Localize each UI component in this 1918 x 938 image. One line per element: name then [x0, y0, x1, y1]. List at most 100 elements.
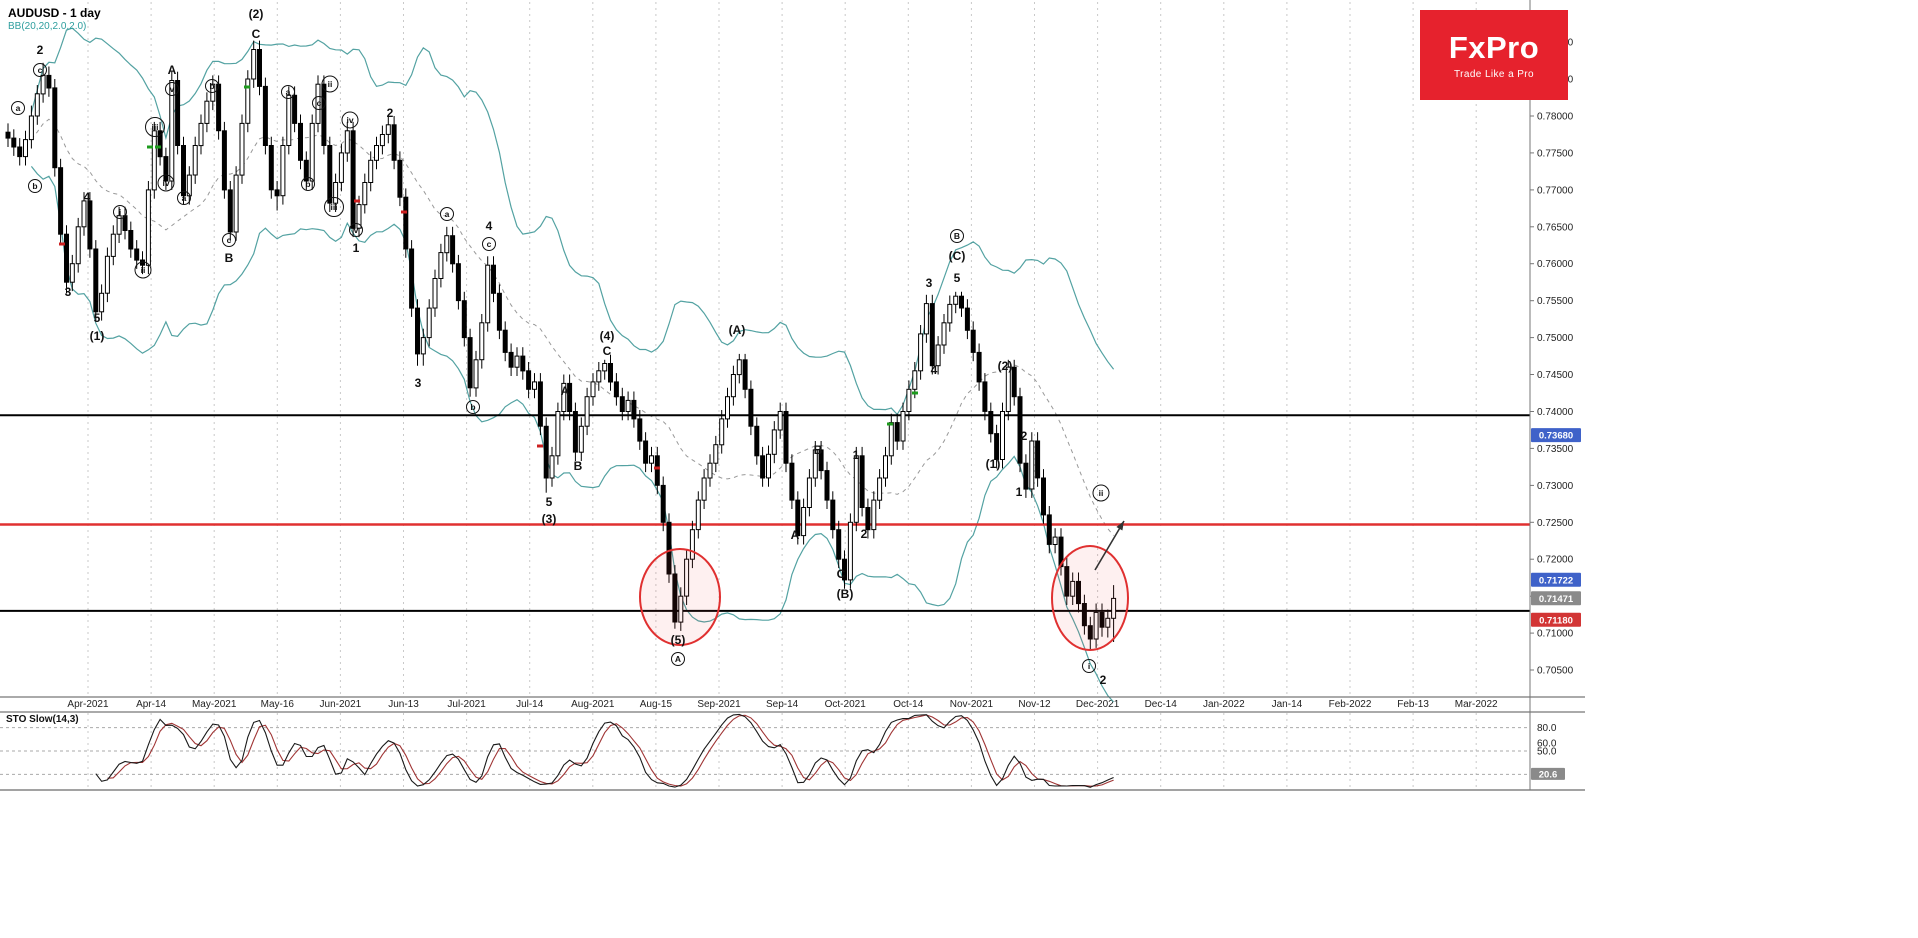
candle-body: [157, 130, 163, 158]
candle-body: [877, 477, 883, 501]
candle-body: [608, 363, 613, 383]
date-axis-label: Oct-2021: [825, 699, 867, 710]
candle-body: [994, 433, 1000, 461]
candle-body: [338, 152, 344, 183]
candle-body: [1052, 536, 1058, 545]
wave-label: i: [119, 207, 121, 217]
candle-body: [116, 215, 122, 235]
candle-body: [719, 418, 725, 446]
wave-label: B: [814, 443, 823, 457]
wave-label: 2: [1021, 429, 1028, 443]
wave-label-circle: [165, 82, 179, 96]
candle-body: [52, 87, 58, 169]
bollinger-lower-band: [30, 166, 1115, 703]
projection-arrow-head: [1116, 521, 1124, 531]
candle-body: [216, 83, 222, 132]
candle-body: [28, 115, 34, 141]
wave-label-circle: [28, 179, 42, 193]
candle-body: [491, 264, 496, 294]
candle-body: [251, 49, 257, 80]
wave-label: b: [209, 81, 214, 91]
wave-label: i: [1088, 661, 1090, 671]
trade-marker: [401, 210, 407, 214]
candle-body: [1041, 477, 1046, 516]
price-marker-box: [1531, 591, 1581, 606]
wave-label: b: [32, 181, 37, 191]
trade-marker: [654, 466, 660, 470]
candle-body: [578, 425, 584, 453]
wave-label: a: [445, 209, 450, 219]
candle-body: [929, 303, 935, 367]
wave-label: C: [603, 344, 612, 358]
candle-body: [368, 159, 374, 184]
wave-label: B: [954, 231, 960, 241]
candle-body: [151, 130, 157, 191]
candle-body: [23, 139, 28, 158]
grid-lines: Apr-2021 Apr-14 May-2021 May-16 Jun-2021 Jun-…: [67, 2, 1498, 789]
candle-body: [988, 411, 994, 435]
date-axis-label: Oct-14: [893, 699, 923, 710]
candle-body: [485, 264, 491, 324]
candle-body: [245, 78, 251, 124]
date-axis-label: Dec-14: [1145, 699, 1178, 710]
wave-label: 5: [94, 311, 101, 325]
wave-label: 3: [415, 376, 422, 390]
candle-body: [426, 307, 432, 339]
candle-body: [163, 156, 169, 182]
candle-body: [596, 370, 602, 383]
sto-k-line: [95, 713, 1114, 788]
candle-body: [520, 355, 526, 372]
candle-body: [204, 100, 210, 124]
wave-label: A: [168, 63, 177, 77]
date-axis-label: Sep-2021: [697, 699, 741, 710]
wave-label: ii: [328, 79, 333, 89]
candle-body: [93, 248, 99, 313]
wave-label: 3: [65, 285, 72, 299]
candle-body: [479, 322, 485, 361]
candle-body: [871, 499, 877, 531]
candle-body: [1087, 625, 1093, 640]
wave-label: C: [252, 27, 261, 41]
trade-marker: [537, 444, 543, 448]
wave-label-circle: [950, 229, 964, 243]
candle-body: [1081, 603, 1087, 627]
price-axis-label: 0.76000: [1537, 259, 1574, 270]
wave-label: c: [487, 239, 492, 249]
candle-body: [192, 145, 198, 176]
price-axis-label: 0.75500: [1537, 296, 1574, 307]
trade-marker: [155, 145, 161, 149]
candles: [5, 40, 1117, 650]
candle-body: [959, 295, 964, 309]
wave-label: v: [354, 225, 359, 235]
candle-body: [409, 248, 415, 309]
wave-label: iv: [162, 178, 169, 188]
candle-body: [649, 455, 654, 464]
wave-label: 4: [84, 190, 91, 204]
candle-body: [303, 159, 309, 182]
candle-body: [836, 529, 842, 560]
candle-body: [888, 422, 894, 457]
fxpro-logo-tagline: Trade Like a Pro: [1454, 69, 1534, 80]
trade-marker: [354, 199, 360, 203]
trade-marker: [912, 391, 918, 395]
candle-body: [801, 507, 807, 537]
wave-label: ii: [141, 265, 146, 275]
candle-body: [467, 337, 473, 389]
wave-label: (3): [542, 512, 557, 526]
candle-body: [847, 521, 853, 581]
fxpro-logo-name: FxPro: [1448, 30, 1540, 65]
price-axis-label: 0.74000: [1537, 407, 1574, 418]
wave-label-circle: [1092, 484, 1110, 502]
date-axis-label: Jun-2021: [320, 699, 362, 710]
wave-label-circle: [33, 63, 47, 77]
candle-body: [1029, 440, 1035, 490]
candle-body: [625, 399, 631, 412]
candle-body: [543, 425, 549, 479]
wave-label: (5): [671, 633, 686, 647]
price-axis-label: 0.77000: [1537, 185, 1574, 196]
price-axis-label: 0.76500: [1537, 222, 1574, 233]
wave-label-circle: [177, 191, 191, 205]
price-marker-box: [1531, 612, 1581, 627]
